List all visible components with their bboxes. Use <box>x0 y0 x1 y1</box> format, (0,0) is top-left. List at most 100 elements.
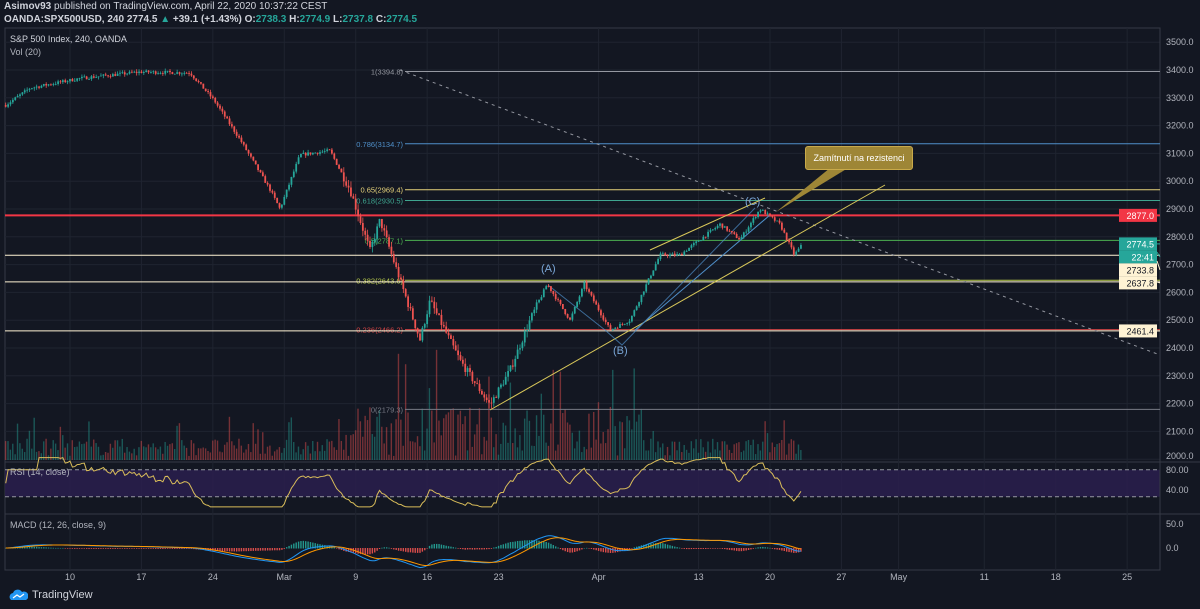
macd-histogram-bar <box>405 548 407 552</box>
candle-body <box>171 72 174 75</box>
candle-body <box>702 236 705 241</box>
macd-histogram-bar <box>485 548 488 550</box>
annotation-callout[interactable]: Zamítnutí na rezistenci <box>805 146 913 170</box>
macd-histogram-bar <box>764 547 766 549</box>
volume-bar <box>759 450 762 460</box>
candle-body <box>481 390 483 395</box>
macd-histogram-bar <box>783 548 785 551</box>
candle-body <box>683 251 686 256</box>
candle-body <box>388 237 390 247</box>
time-tick-label: Mar <box>277 572 293 582</box>
volume-bar <box>145 447 147 460</box>
macd-histogram-bar <box>40 547 43 549</box>
candle-body <box>169 70 171 73</box>
candle-body <box>452 338 455 346</box>
volume-bar <box>43 441 45 460</box>
candle-body <box>707 231 709 237</box>
author[interactable]: Asimov93 <box>4 1 52 12</box>
macd-histogram-bar <box>83 548 85 549</box>
volume-bar <box>395 419 397 460</box>
volume-bar <box>21 448 23 460</box>
volume-bar <box>743 450 745 460</box>
volume-bar <box>616 455 619 460</box>
volume-bar <box>747 439 750 460</box>
time-tick-label: 23 <box>494 572 504 582</box>
macd-histogram-bar <box>678 547 681 549</box>
fib-level-label: 0.618(2930.5) <box>356 197 403 206</box>
fib-level-label: 0.786(3134.7) <box>356 140 403 149</box>
candle-body <box>661 253 664 255</box>
macd-histogram-bar <box>238 548 240 552</box>
candle-body <box>773 217 776 221</box>
candle-body <box>583 282 586 289</box>
macd-histogram-bar <box>712 548 714 549</box>
volume-bar <box>464 416 466 460</box>
macd-histogram-bar <box>50 547 52 549</box>
open-value: 2738.3 <box>255 14 287 25</box>
macd-histogram-bar <box>655 543 657 549</box>
volume-bar <box>531 445 533 460</box>
candle-body <box>64 80 67 83</box>
high-value: 2774.9 <box>299 14 331 25</box>
volume-bar <box>793 440 795 460</box>
volume-bar <box>495 434 497 460</box>
candle-body <box>778 220 781 223</box>
macd-histogram-bar <box>759 547 762 549</box>
macd-histogram-bar <box>64 548 66 549</box>
candle-body <box>178 72 181 74</box>
wave-label-a: (A) <box>541 263 556 275</box>
macd-histogram-bar <box>181 548 183 549</box>
candle-body <box>554 294 557 300</box>
volume-bar <box>107 452 109 460</box>
candle-body <box>704 236 707 238</box>
volume-bar <box>131 453 133 460</box>
price-tick-label: 3500.0 <box>1166 37 1194 47</box>
volume-bar <box>119 446 121 460</box>
candle-body <box>138 71 140 73</box>
macd-histogram-bar <box>481 548 483 550</box>
volume-bar <box>402 445 404 460</box>
candle-body <box>757 211 759 218</box>
macd-histogram-bar <box>762 546 764 549</box>
macd-histogram-bar <box>24 546 26 549</box>
candle-body <box>397 266 400 278</box>
macd-histogram-bar <box>771 548 774 549</box>
macd-histogram-bar <box>507 542 509 549</box>
volume-bar <box>473 434 476 460</box>
tradingview-logo[interactable]: TradingView <box>8 589 93 601</box>
volume-bar <box>216 440 219 460</box>
volume-bar <box>581 452 583 460</box>
macd-histogram-bar <box>781 548 783 551</box>
volume-bar <box>543 414 545 460</box>
candle-body <box>445 326 448 333</box>
macd-histogram-bar <box>140 548 143 549</box>
candle-body <box>421 327 424 341</box>
volume-bar <box>178 423 181 460</box>
volume-bar <box>400 419 402 460</box>
volume-bar <box>45 438 47 460</box>
macd-histogram-bar <box>159 548 162 549</box>
macd-histogram-bar <box>183 548 185 549</box>
candle-body <box>47 84 50 86</box>
candle-body <box>319 152 321 154</box>
volume-bar <box>171 443 173 460</box>
macd-histogram-bar <box>31 546 33 549</box>
volume-bar <box>645 450 647 460</box>
volume-bar <box>188 455 190 460</box>
volume-bar <box>64 447 66 460</box>
candle-body <box>561 304 564 310</box>
volume-bar <box>193 443 195 460</box>
volume-bar <box>295 452 297 460</box>
price-tick-label: 3300.0 <box>1166 93 1194 103</box>
macd-histogram-bar <box>602 548 605 553</box>
macd-tick-label: 50.0 <box>1166 519 1184 529</box>
macd-histogram-bar <box>590 548 593 549</box>
candle-body <box>81 76 83 79</box>
volume-bar <box>781 440 783 460</box>
volume-bar <box>721 441 723 460</box>
macd-histogram-bar <box>264 548 266 551</box>
macd-histogram-bar <box>543 541 545 549</box>
volume-bar <box>428 388 431 460</box>
volume-bar <box>16 423 19 460</box>
